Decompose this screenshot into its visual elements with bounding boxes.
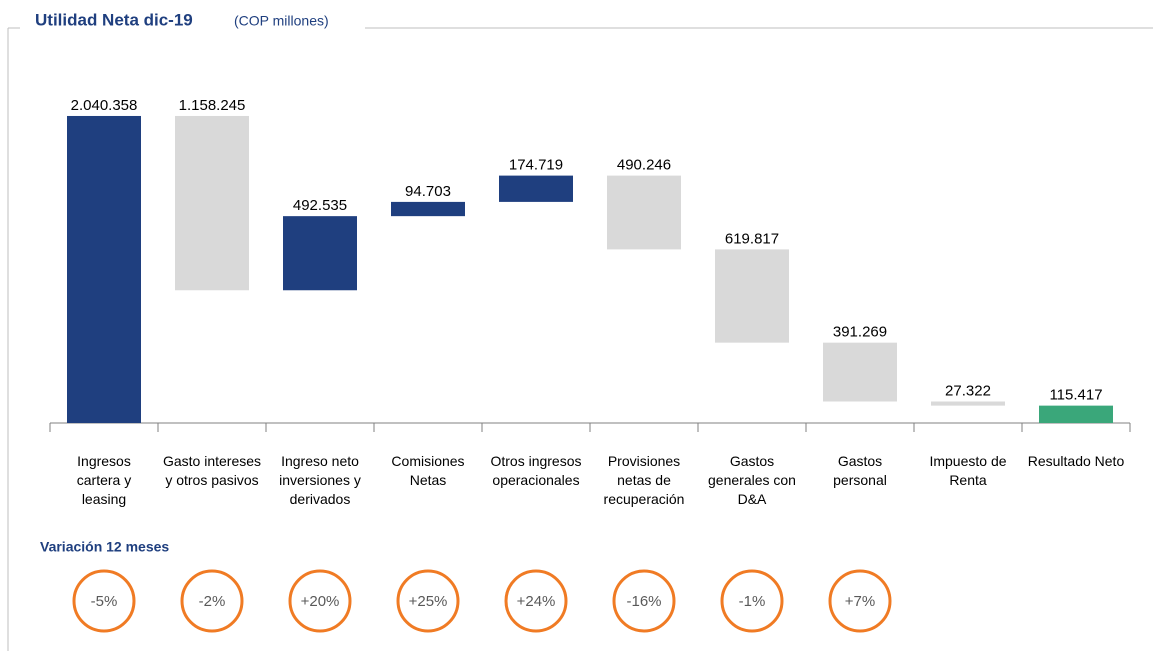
x-tick-label: Otros ingresos operacionales	[490, 453, 582, 488]
variation-circle	[828, 569, 892, 633]
variation-circle	[504, 569, 568, 633]
value-label: 492.535	[293, 197, 347, 214]
value-label: 115.417	[1049, 387, 1102, 404]
variation-label: +24%	[517, 593, 556, 610]
bar	[823, 342, 897, 402]
value-label: 94.703	[405, 183, 451, 200]
x-tick-label: Impuesto de Renta	[929, 453, 1007, 488]
variation-circle	[612, 569, 676, 633]
value-label: 2.040.358	[71, 97, 138, 114]
variation-label: +7%	[845, 593, 875, 610]
value-label: 1.158.245	[179, 97, 246, 114]
value-label: 619.817	[725, 230, 779, 247]
variation-label: -16%	[626, 593, 661, 610]
variation-circle	[720, 569, 784, 633]
x-tick-label: Ingreso neto inversiones y derivados	[279, 453, 361, 507]
x-tick-label: Resultado Neto	[1027, 453, 1125, 469]
value-label: 174.719	[509, 157, 563, 174]
bar	[715, 249, 789, 343]
x-tick-label: Gastos generales con D&A	[708, 453, 796, 507]
variation-label: +25%	[409, 593, 448, 610]
bar	[391, 201, 465, 217]
chart-subtitle: (COP millones)	[234, 13, 329, 29]
value-label: 490.246	[617, 157, 671, 174]
bar	[175, 115, 249, 291]
x-tick-label: Comisiones Netas	[391, 453, 465, 488]
x-tick-label: Gastos personal	[833, 453, 887, 488]
x-tick-label: Gasto intereses y otros pasivos	[162, 453, 262, 488]
bar	[931, 401, 1005, 406]
variation-label: +20%	[301, 593, 340, 610]
variation-circle	[396, 569, 460, 633]
value-label: 391.269	[833, 324, 887, 341]
variation-label: -1%	[739, 593, 766, 610]
bar	[67, 115, 141, 423]
bar	[607, 175, 681, 250]
bar	[283, 216, 357, 291]
variation-label: -2%	[199, 593, 226, 610]
variation-title: Variación 12 meses	[40, 539, 169, 555]
variation-circle	[288, 569, 352, 633]
x-tick-label: Ingresos cartera y leasing	[76, 453, 132, 507]
variation-circle	[72, 569, 136, 633]
variation-label: -5%	[91, 593, 118, 610]
value-label: 27.322	[945, 382, 991, 399]
variation-circle	[180, 569, 244, 633]
chart-title: Utilidad Neta dic-19	[35, 10, 193, 29]
x-tick-label: Provisiones netas de recuperación	[603, 453, 685, 507]
bar	[1039, 405, 1113, 423]
bar	[499, 175, 573, 202]
